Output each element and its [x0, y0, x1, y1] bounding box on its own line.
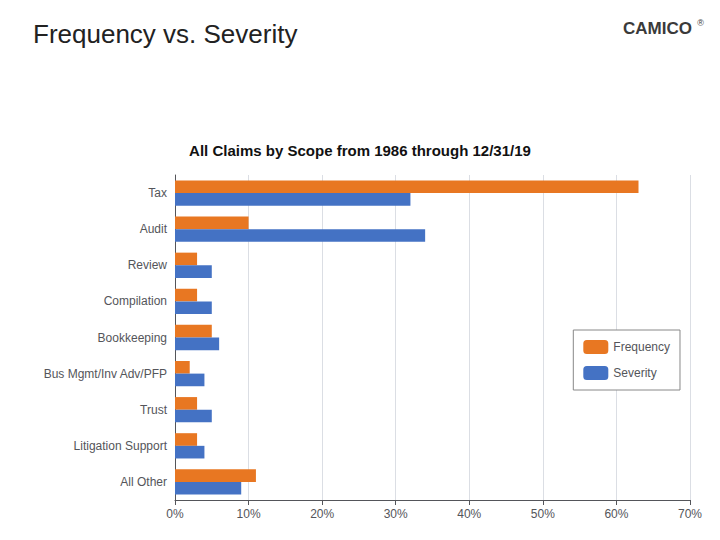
svg-text:0%: 0%: [166, 507, 184, 521]
svg-text:®: ®: [697, 18, 704, 28]
svg-text:40%: 40%: [457, 507, 481, 521]
svg-text:Frequency vs. Severity: Frequency vs. Severity: [33, 19, 297, 49]
svg-text:20%: 20%: [310, 507, 334, 521]
svg-text:Bus Mgmt/Inv Adv/PFP: Bus Mgmt/Inv Adv/PFP: [44, 367, 167, 381]
svg-text:Review: Review: [128, 258, 168, 272]
svg-text:Frequency: Frequency: [613, 340, 670, 354]
svg-text:Trust: Trust: [140, 403, 168, 417]
svg-text:Compilation: Compilation: [104, 294, 167, 308]
svg-text:Tax: Tax: [148, 186, 167, 200]
svg-text:All Claims by Scope from 1986: All Claims by Scope from 1986 through 12…: [189, 142, 531, 159]
svg-text:30%: 30%: [384, 507, 408, 521]
svg-text:CAMICO: CAMICO: [623, 19, 692, 38]
svg-text:10%: 10%: [237, 507, 261, 521]
svg-text:60%: 60%: [604, 507, 628, 521]
svg-text:All Other: All Other: [120, 475, 167, 489]
svg-text:Severity: Severity: [613, 366, 656, 380]
svg-text:Audit: Audit: [140, 222, 168, 236]
svg-text:Bookkeeping: Bookkeeping: [98, 331, 167, 345]
svg-text:70%: 70%: [678, 507, 702, 521]
svg-text:50%: 50%: [531, 507, 555, 521]
svg-text:Litigation Support: Litigation Support: [74, 439, 168, 453]
